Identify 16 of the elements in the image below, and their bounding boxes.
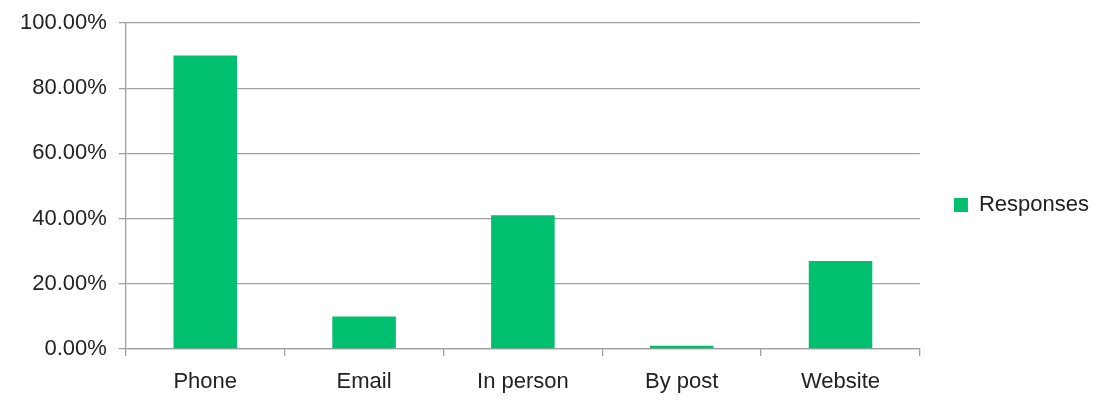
x-tick-label: Phone [173, 368, 238, 394]
x-tick-label: By post [645, 368, 719, 394]
y-tick-label: 40.00% [32, 204, 107, 230]
y-tick-label: 100.00% [19, 9, 107, 35]
bar [173, 55, 238, 349]
y-tick-label: 80.00% [32, 74, 107, 100]
legend-label: Responses [978, 191, 1090, 217]
x-tick-label: In person [477, 368, 569, 394]
bar [332, 316, 396, 349]
y-tick-label: 60.00% [32, 139, 107, 165]
bar [808, 260, 873, 349]
x-tick-label: Website [800, 368, 881, 394]
y-tick-label: 20.00% [32, 269, 107, 295]
x-tick-label: Email [336, 368, 392, 394]
bar [491, 215, 555, 349]
y-tick-label: 0.00% [44, 335, 107, 361]
